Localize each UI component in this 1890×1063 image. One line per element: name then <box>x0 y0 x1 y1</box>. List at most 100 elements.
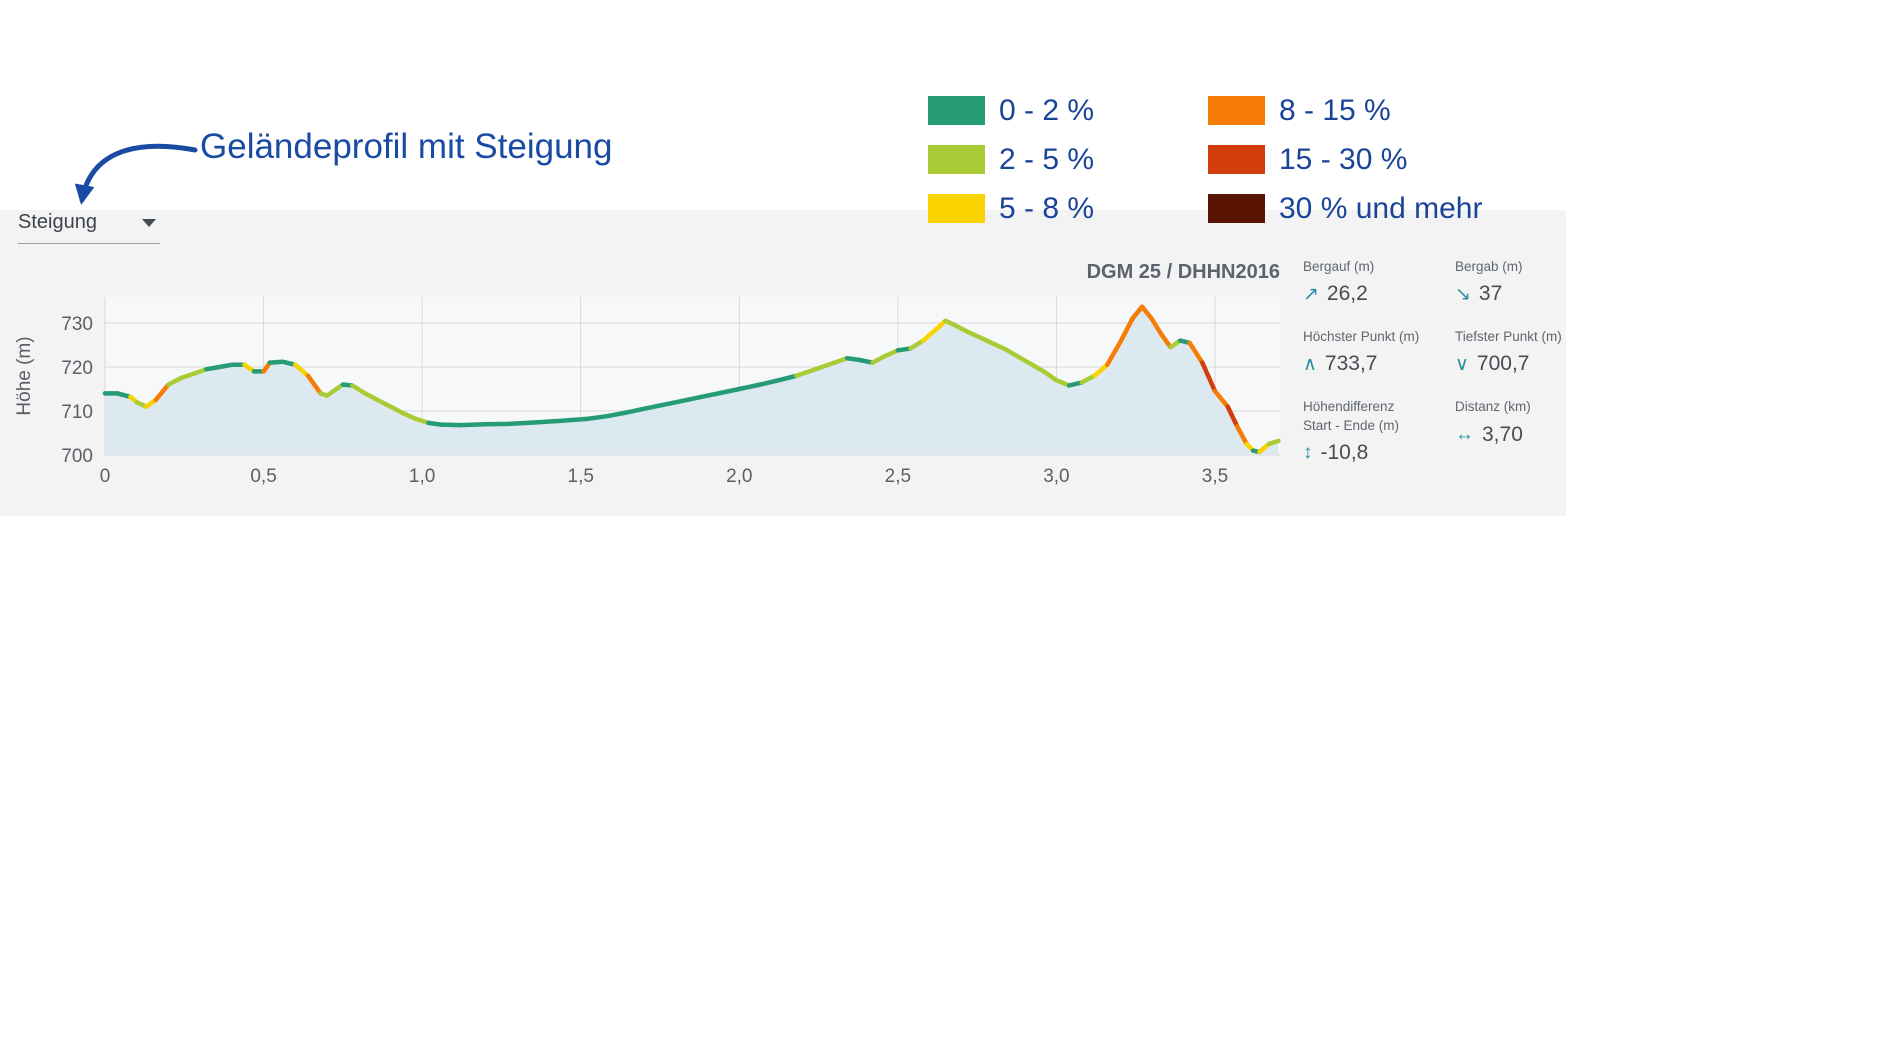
profile-segment <box>508 420 539 427</box>
y-axis-title: Höhe (m) <box>14 336 35 415</box>
slope-mode-dropdown[interactable]: Steigung <box>18 211 160 244</box>
legend-swatch <box>928 145 985 174</box>
annotation-arrow-icon <box>74 143 198 205</box>
stat-label: Tiefster Punkt (m) <box>1455 329 1562 345</box>
profile-segment <box>1139 304 1154 321</box>
chevron-up-icon: ∧ <box>1303 353 1317 375</box>
elevation-model-source-label: DGM 25 / DHHN2016 <box>1086 261 1280 283</box>
legend-item: 30 % und mehr <box>1208 184 1482 233</box>
stat-value: -10,8 <box>1320 440 1369 464</box>
profile-segment <box>1225 404 1240 429</box>
x-tick-label: 1,0 <box>409 466 435 487</box>
profile-segment <box>660 398 685 408</box>
profile-segment <box>1266 438 1281 447</box>
profile-segment <box>1187 340 1205 365</box>
profile-segment <box>166 375 184 387</box>
profile-segment <box>1130 304 1145 321</box>
legend-swatch <box>1208 145 1265 174</box>
stat-label: Höhendifferenz Start - Ende (m) <box>1303 399 1400 433</box>
x-tick-label: 2,5 <box>885 466 911 487</box>
profile-segment <box>794 366 818 379</box>
legend-item: 8 - 15 % <box>1208 86 1482 135</box>
legend-label: 8 - 15 % <box>1279 93 1391 127</box>
profile-segment <box>984 338 1008 352</box>
profile-segment <box>603 410 628 419</box>
stat-item: Höhendifferenz Start - Ende (m) ↕ -10,8 <box>1303 398 1455 464</box>
profile-segment <box>438 422 463 428</box>
profile-segment <box>1234 424 1249 447</box>
profile-segment <box>813 360 837 372</box>
arrow-left-right-icon: ↔ <box>1455 424 1474 446</box>
profile-segment <box>622 406 647 416</box>
stat-value-row: ↔ 3,70 <box>1455 423 1605 447</box>
stats-panel: Bergauf (m) ↗ 26,2 Bergab (m) ↘ 37 Höchster Pu… <box>1303 258 1605 465</box>
profile-segment <box>1104 340 1123 368</box>
profile-segment <box>679 394 704 404</box>
stat-label: Bergab (m) <box>1455 259 1523 274</box>
profile-segment <box>457 421 488 428</box>
legend-item: 2 - 5 % <box>928 135 1208 184</box>
legend: 0 - 2 % 2 - 5 % 5 - 8 % 8 - 15 % 15 - 30 % 30… <box>928 86 1482 233</box>
y-tick-label: 700 <box>61 446 93 467</box>
profile-segment <box>775 373 799 383</box>
profile-segment <box>718 386 742 396</box>
profile-segment <box>870 353 888 365</box>
stat-label: Bergauf (m) <box>1303 259 1375 274</box>
stat-label: Distanz (km) <box>1455 399 1531 415</box>
profile-segment <box>153 382 171 403</box>
chevron-down-icon: ∨ <box>1455 353 1469 375</box>
profile-segment <box>400 410 419 422</box>
profile-segment <box>350 383 368 396</box>
profile-segment <box>1022 358 1046 374</box>
arrow-up-down-icon: ↕ <box>1303 442 1313 464</box>
y-tick-label: 710 <box>61 402 93 423</box>
profile-segment <box>1117 316 1135 346</box>
profile-segment <box>584 414 609 422</box>
profile-segment <box>920 327 939 343</box>
stat-value: 700,7 <box>1476 352 1530 376</box>
legend-swatch <box>928 194 985 223</box>
profile-segment <box>698 390 723 400</box>
x-tick-label: 2,0 <box>726 466 752 487</box>
profile-segment <box>388 404 406 416</box>
profile-segment <box>1212 388 1230 409</box>
legend-item: 5 - 8 % <box>928 184 1208 233</box>
stat-value-row: ↘ 37 <box>1455 282 1605 306</box>
arrow-up-right-icon: ↗ <box>1303 283 1319 305</box>
stat-item: Bergauf (m) ↗ 26,2 <box>1303 258 1455 306</box>
profile-segment <box>1158 331 1173 350</box>
stat-item: Höchster Punkt (m) ∧ 733,7 <box>1303 328 1455 376</box>
profile-segment <box>1041 369 1059 383</box>
profile-segment <box>1200 360 1218 394</box>
stat-value: 37 <box>1478 282 1503 306</box>
slope-mode-dropdown-label: Steigung <box>18 211 97 233</box>
legend-label: 30 % und mehr <box>1279 191 1483 225</box>
x-tick-label: 0 <box>100 466 111 487</box>
elevation-profile-chart: 700 710 720 730 0 0,5 1,0 1,5 2,0 2,5 3,0 3,5 Höhe (… <box>14 297 1281 487</box>
profile-segment <box>362 391 380 403</box>
stat-value: 3,70 <box>1482 422 1523 446</box>
stat-value-row: ∧ 733,7 <box>1303 352 1455 376</box>
stat-label: Höchster Punkt (m) <box>1303 329 1420 345</box>
profile-segment <box>293 362 311 379</box>
stat-item: Distanz (km) ↔ 3,70 <box>1455 398 1605 464</box>
profile-segment <box>952 322 970 335</box>
profile-area-fill <box>105 306 1279 455</box>
x-tick-label: 0,5 <box>250 466 276 487</box>
legend-label: 0 - 2 % <box>999 93 1095 127</box>
x-tick-label: 3,5 <box>1202 466 1228 487</box>
arrow-down-right-icon: ↘ <box>1455 283 1471 305</box>
profile-segment <box>1079 373 1097 385</box>
legend-item: 15 - 30 % <box>1208 135 1482 184</box>
stat-item: Tiefster Punkt (m) ∨ 700,7 <box>1455 328 1605 376</box>
profile-segment <box>908 338 926 351</box>
x-tick-label: 3,0 <box>1043 466 1069 487</box>
legend-swatch <box>928 96 985 125</box>
annotation-title: Geländeprofil mit Steigung <box>200 127 613 166</box>
profile-segment <box>882 348 901 359</box>
profile-segment <box>1003 347 1027 363</box>
legend-item: 0 - 2 % <box>928 86 1208 135</box>
y-tick-label: 720 <box>61 358 93 379</box>
y-tick-label: 730 <box>61 314 93 335</box>
